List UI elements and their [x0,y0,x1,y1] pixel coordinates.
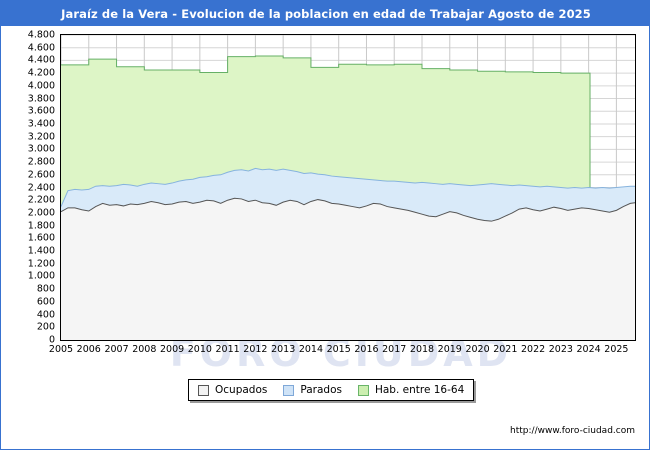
y-axis-labels: 0 200 400 600 800 1.000 1.200 1.400 1.600 1.800 2.… [1,30,55,346]
y-axis-tick-label: 3.600 [27,105,55,117]
y-axis-tick-label: 200 [36,321,55,333]
legend-item-label: Parados [300,384,342,396]
x-axis-tick-label: 2023 [548,344,573,355]
x-axis-tick-label: 2014 [298,344,324,355]
x-axis-tick-label: 2006 [76,344,101,355]
y-axis-tick-label: 600 [36,296,55,308]
y-axis-tick-label: 0 [48,334,55,346]
y-axis-tick-label: 4.200 [27,67,55,79]
y-axis-tick-label: 3.800 [27,93,55,105]
x-axis-labels: 2005 2006 2007 2008 2009 2010 2011 2012 2013 2014… [1,344,650,360]
x-axis-tick-label: 2019 [437,344,462,355]
x-axis-tick-label: 2010 [187,344,212,355]
x-axis-tick-label: 2025 [604,344,629,355]
y-axis-tick-label: 400 [36,309,55,321]
series-line-parados [61,167,635,207]
y-axis-tick-label: 2.000 [27,207,55,219]
legend-swatch-icon [198,384,209,396]
y-axis-tick-label: 4.600 [27,42,55,54]
x-axis-tick-label: 2021 [493,344,518,355]
legend-swatch-icon [283,384,295,396]
page-title: Jaraíz de la Vera - Evolucion de la pobl… [61,6,591,21]
y-axis-tick-label: 1.600 [27,232,55,244]
y-axis-tick-label: 4.000 [27,80,55,92]
plot-area [60,34,636,341]
x-axis-tick-label: 2017 [382,344,407,355]
y-axis-tick-label: 3.000 [27,143,55,155]
legend-item[interactable]: Ocupados [198,384,267,396]
window-title-bar: Jaraíz de la Vera - Evolucion de la pobl… [1,1,650,26]
x-axis-tick-label: 2008 [132,344,157,355]
y-axis-tick-label: 3.200 [27,131,55,143]
x-axis-tick-label: 2020 [465,344,490,355]
x-axis-tick-label: 2018 [409,344,435,355]
x-axis-tick-label: 2022 [520,344,546,355]
y-axis-tick-label: 1.200 [27,258,55,270]
y-axis-tick-label: 4.400 [27,54,55,66]
y-axis-tick-label: 4.800 [27,29,55,41]
y-axis-tick-label: 1.000 [27,270,55,282]
x-axis-tick-label: 2012 [243,344,268,355]
y-axis-tick-label: 1.400 [27,245,55,257]
x-axis-tick-label: 2009 [159,344,185,355]
series-line-hab-entre-16-64 [61,55,591,340]
x-axis-tick-label: 2015 [326,344,351,355]
y-axis-tick-label: 2.600 [27,169,55,181]
legend-item[interactable]: Parados [283,384,342,396]
x-axis-tick-label: 2005 [48,344,74,355]
y-axis-tick-label: 800 [36,283,55,295]
y-axis-tick-label: 2.800 [27,156,55,168]
series-line-ocupados [61,197,635,222]
chart-legend: Ocupados Parados Hab. entre 16-64 [188,379,475,401]
y-axis-tick-label: 3.400 [27,118,55,130]
legend-item-label: Hab. entre 16-64 [374,384,465,396]
x-axis-tick-label: 2024 [576,344,601,355]
legend-item[interactable]: Hab. entre 16-64 [357,384,465,396]
x-axis-tick-label: 2016 [354,344,379,355]
x-axis-tick-label: 2013 [271,344,296,355]
y-axis-tick-label: 1.800 [27,220,55,232]
y-axis-tick-label: 2.400 [27,182,55,193]
series-area-ocupados [61,198,635,340]
chart-svg [61,35,635,340]
legend-swatch-icon [357,384,369,396]
legend-item-label: Ocupados [215,384,268,396]
x-axis-tick-label: 2007 [104,344,129,355]
footer-url: http://www.foro-ciudad.com [510,426,635,436]
x-axis-tick-label: 2011 [215,344,240,355]
y-axis-tick-label: 2.200 [27,194,55,206]
